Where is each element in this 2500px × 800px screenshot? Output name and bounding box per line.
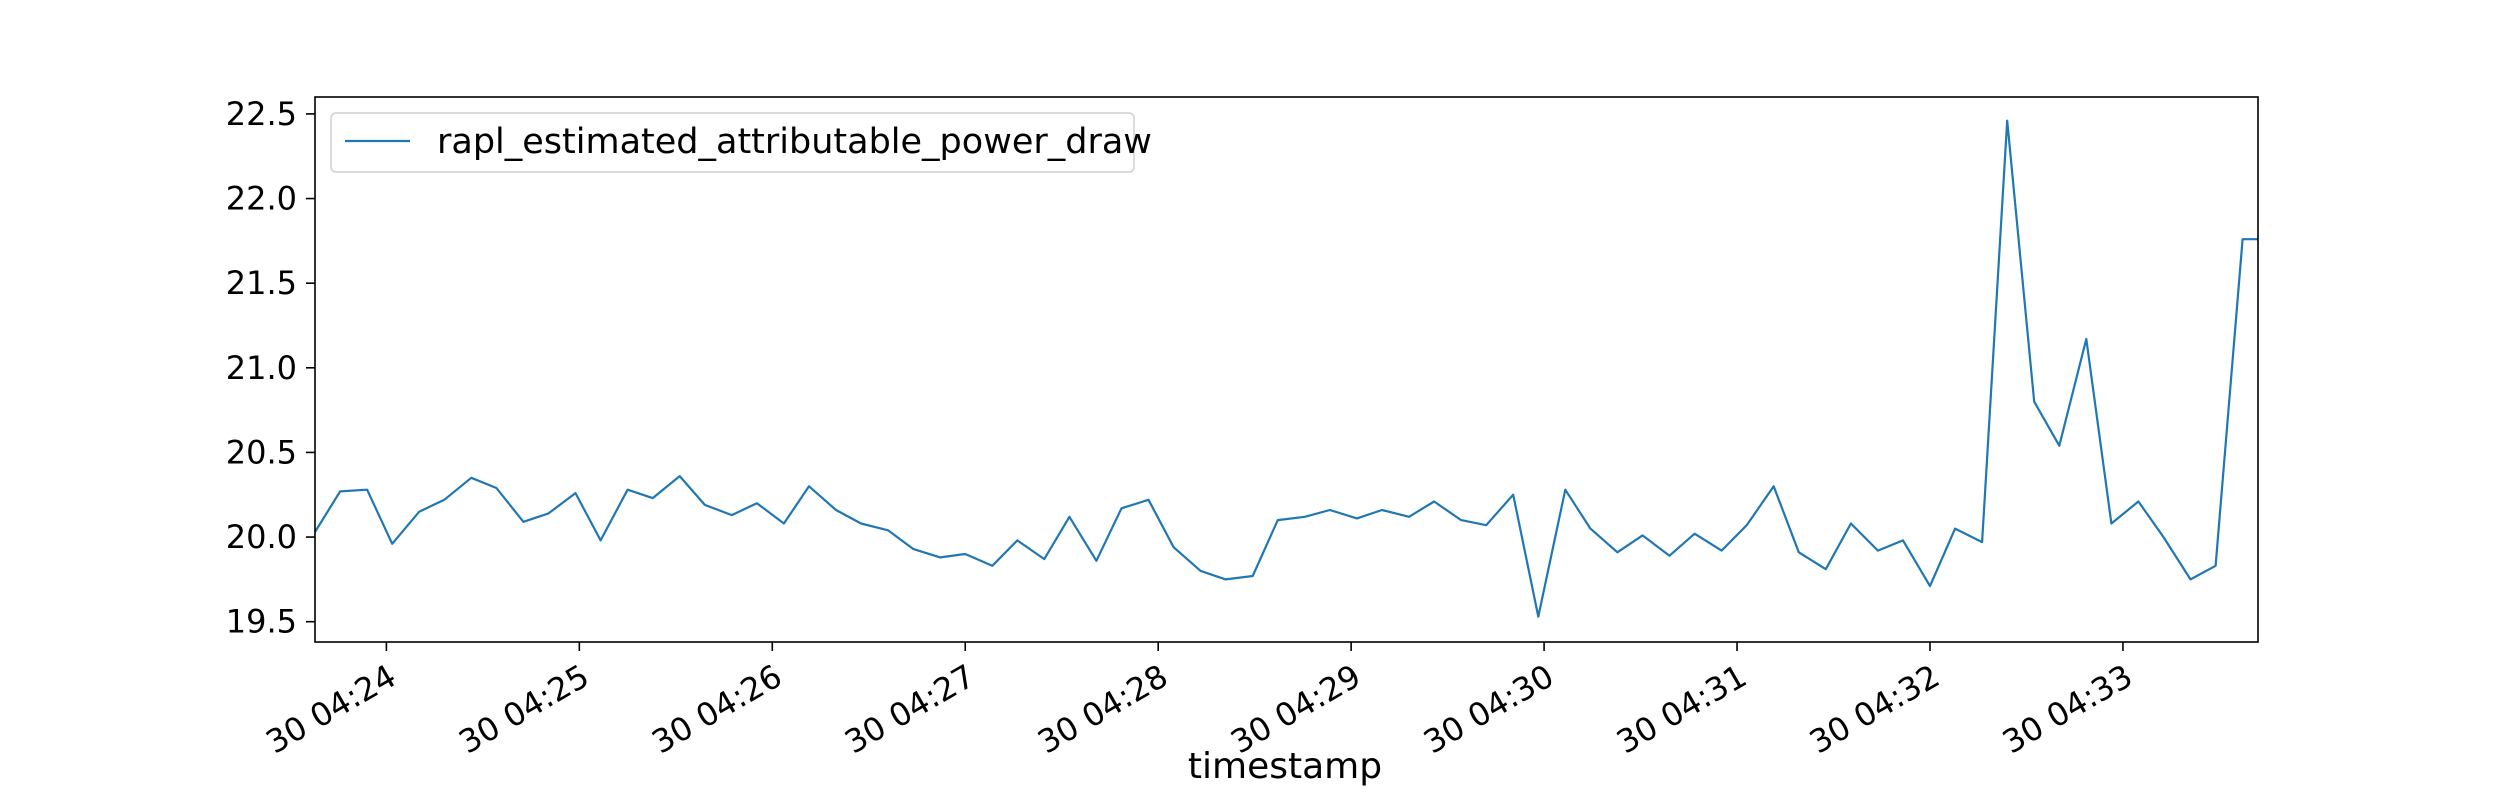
y-tick-label: 20.0 [226, 518, 297, 556]
y-tick-label: 22.5 [226, 95, 297, 133]
legend-box [330, 112, 1135, 173]
legend-series-label: rapl_estimated_attributable_power_draw [437, 122, 1152, 162]
y-tick-label: 20.5 [226, 433, 297, 471]
series-line [314, 119, 2258, 618]
y-tick-label: 22.0 [226, 180, 297, 218]
legend: rapl_estimated_attributable_power_draw [330, 112, 1152, 173]
y-tick-label: 19.5 [226, 603, 297, 641]
y-tick-label: 21.0 [226, 349, 297, 387]
plot-area-frame [314, 96, 2259, 643]
x-axis-label: timestamp [1188, 746, 1382, 787]
series-layer [314, 119, 2258, 618]
y-axis: 19.5 20.0 20.5 21.0 21.5 22.0 22.5 [226, 95, 315, 641]
y-tick-label: 21.5 [226, 264, 297, 302]
